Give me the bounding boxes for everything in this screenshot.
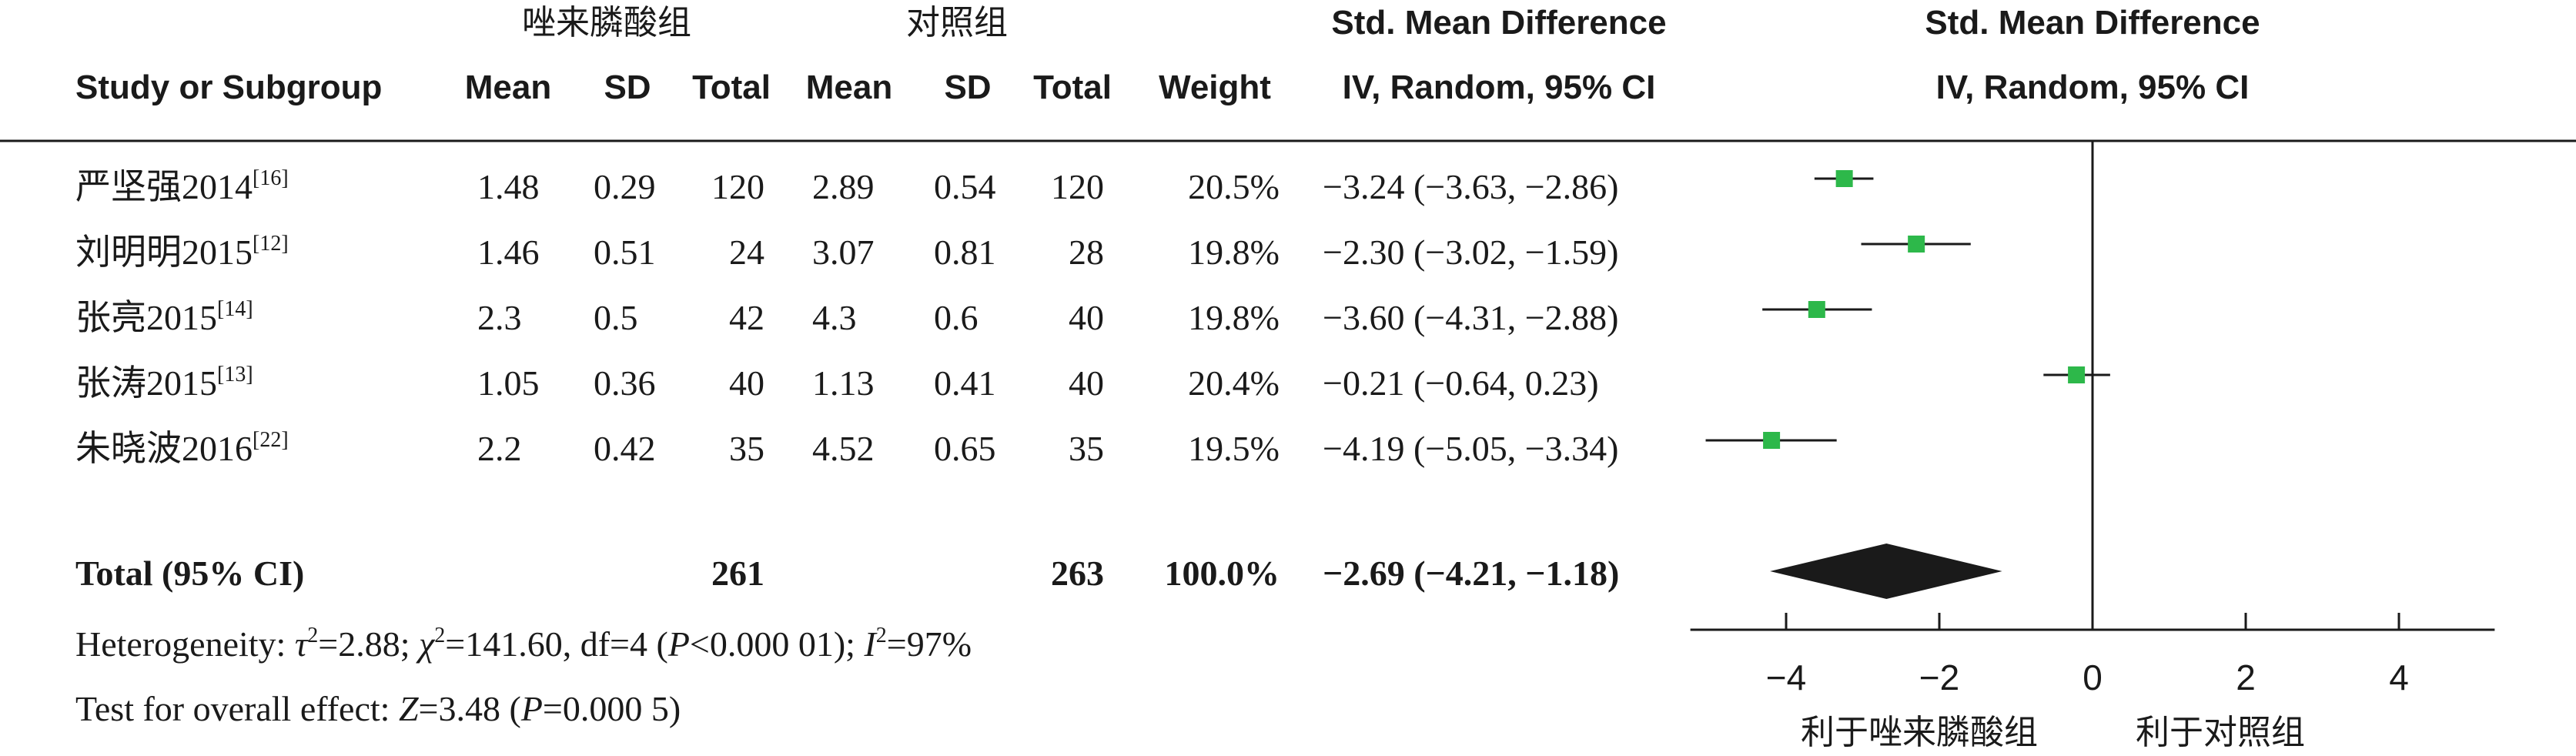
study-mean-experimental: 1.46	[477, 232, 540, 272]
total-row: Total (95% CI) 261 263 100.0% −2.69 (−4.…	[75, 554, 1619, 593]
total-control: 263	[1051, 554, 1104, 593]
study-sd-control: 0.65	[934, 429, 996, 468]
study-weight: 20.5%	[1188, 167, 1280, 206]
study-ci: −0.21 (−0.64, 0.23)	[1323, 363, 1599, 403]
heterogeneity-text: Heterogeneity: τ2=2.88; χ2=141.60, df=4 …	[75, 624, 972, 664]
study-estimate-marker	[2068, 366, 2086, 383]
study-total-control: 40	[1069, 363, 1104, 403]
study-row: 刘明明2015[12] 1.46 0.51 24 3.07 0.81 28 19.8% −2.3…	[75, 232, 1618, 272]
x-tick-label: 2	[2236, 657, 2256, 697]
study-total-control: 40	[1069, 298, 1104, 337]
study-name: 刘明明2015[12]	[75, 232, 289, 272]
study-sd-control: 0.54	[934, 167, 996, 206]
study-estimate-marker	[1808, 301, 1825, 318]
study-mean-experimental: 2.2	[477, 429, 522, 468]
header-study: Study or Subgroup	[75, 69, 382, 106]
study-total-control: 28	[1069, 232, 1104, 272]
x-tick-label: −2	[1919, 657, 1959, 697]
study-weight: 19.8%	[1188, 232, 1280, 272]
study-name: 朱晓波2016[22]	[75, 428, 289, 468]
total-label: Total (95% CI)	[75, 554, 304, 593]
total-weight: 100.0%	[1165, 554, 1280, 593]
header-weight: Weight	[1159, 69, 1271, 106]
study-total-experimental: 24	[729, 232, 764, 272]
header-total-control: Total	[1033, 69, 1112, 106]
study-name: 严坚强2014[16]	[75, 166, 289, 206]
study-total-control: 35	[1069, 429, 1104, 468]
study-row: 严坚强2014[16] 1.48 0.29 120 2.89 0.54 120 20.5% −3…	[75, 166, 1618, 206]
header-group-control: 对照组	[906, 3, 1008, 42]
study-ci: −4.19 (−5.05, −3.34)	[1323, 429, 1618, 468]
total-diamond	[1770, 544, 2002, 599]
header-mean-experimental: Mean	[465, 69, 551, 106]
header-smd-title: Std. Mean Difference	[1331, 4, 1666, 42]
header-plot-title: Std. Mean Difference	[1925, 4, 2260, 42]
study-rows: 严坚强2014[16] 1.48 0.29 120 2.89 0.54 120 20.5% −3…	[75, 166, 1618, 468]
study-mean-control: 4.3	[812, 298, 857, 337]
study-sd-control: 0.81	[934, 232, 996, 272]
study-estimate-marker	[1763, 432, 1781, 449]
header-total-experimental: Total	[692, 69, 771, 106]
header-smd-method: IV, Random, 95% CI	[1343, 69, 1656, 106]
study-sd-experimental: 0.5	[594, 298, 638, 337]
overall-effect-text: Test for overall effect: Z=3.48 (P=0.000…	[75, 689, 681, 728]
study-sd-experimental: 0.36	[594, 363, 656, 403]
total-experimental: 261	[711, 554, 764, 593]
study-name: 张亮2015[14]	[75, 297, 253, 337]
total-ci: −2.69 (−4.21, −1.18)	[1323, 554, 1619, 593]
study-estimate-marker	[1908, 236, 1925, 253]
x-tick-label: 4	[2389, 657, 2409, 697]
study-mean-control: 1.13	[812, 363, 875, 403]
study-total-experimental: 42	[729, 298, 764, 337]
header-group-experimental: 唑来膦酸组	[522, 3, 691, 42]
study-total-experimental: 40	[729, 363, 764, 403]
study-sd-experimental: 0.42	[594, 429, 656, 468]
study-ci: −3.60 (−4.31, −2.88)	[1323, 298, 1618, 337]
study-mean-control: 3.07	[812, 232, 875, 272]
study-mean-experimental: 1.05	[477, 363, 540, 403]
x-tick-label: −4	[1766, 657, 1806, 697]
plot-panel: −4 −2 0 2 4	[1690, 141, 2495, 697]
study-total-control: 120	[1051, 167, 1104, 206]
header-sd-control: SD	[944, 69, 991, 106]
study-sd-experimental: 0.51	[594, 232, 656, 272]
study-row: 张涛2015[13] 1.05 0.36 40 1.13 0.41 40 20.4% −0.21…	[75, 363, 1599, 403]
study-row: 朱晓波2016[22] 2.2 0.42 35 4.52 0.65 35 19.5% −4.19…	[75, 428, 1618, 468]
study-sd-control: 0.41	[934, 363, 996, 403]
study-total-experimental: 120	[711, 167, 764, 206]
study-sd-experimental: 0.29	[594, 167, 656, 206]
study-mean-control: 4.52	[812, 429, 875, 468]
study-mean-control: 2.89	[812, 167, 875, 206]
study-mean-experimental: 2.3	[477, 298, 522, 337]
study-estimate-marker	[1835, 170, 1853, 187]
header-mean-control: Mean	[806, 69, 892, 106]
study-total-experimental: 35	[729, 429, 764, 468]
study-weight: 20.4%	[1188, 363, 1280, 403]
study-weight: 19.8%	[1188, 298, 1280, 337]
study-sd-control: 0.6	[934, 298, 979, 337]
study-name: 张涛2015[13]	[75, 363, 253, 403]
favours-right-label: 利于对照组	[2136, 713, 2305, 752]
header-sd-experimental: SD	[604, 69, 651, 106]
study-weight: 19.5%	[1188, 429, 1280, 468]
header-plot-method: IV, Random, 95% CI	[1936, 69, 2250, 106]
favours-left-label: 利于唑来膦酸组	[1801, 713, 2038, 752]
x-tick-label: 0	[2083, 657, 2103, 697]
study-ci: −3.24 (−3.63, −2.86)	[1323, 167, 1618, 206]
study-ci: −2.30 (−3.02, −1.59)	[1323, 232, 1618, 272]
study-row: 张亮2015[14] 2.3 0.5 42 4.3 0.6 40 19.8% −3.60 (−4…	[75, 297, 1618, 337]
study-mean-experimental: 1.48	[477, 167, 540, 206]
